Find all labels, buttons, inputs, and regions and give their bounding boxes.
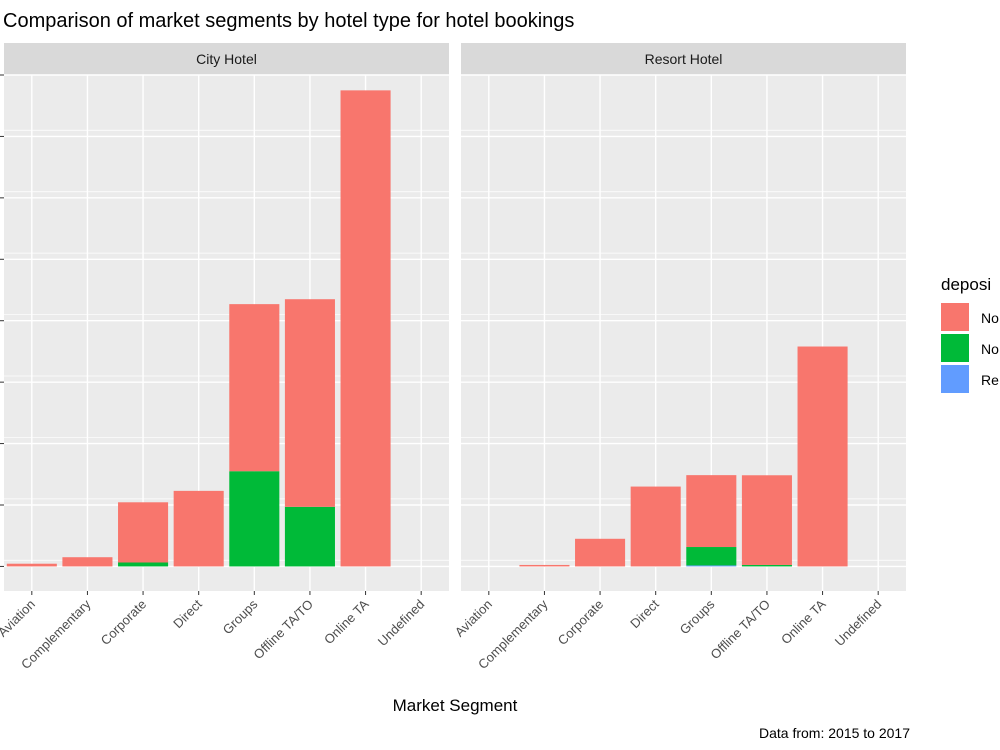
bar-segment [229,471,280,567]
chart-title: Comparison of market segments by hotel t… [3,10,574,32]
bar-segment [630,486,681,567]
facet-strip-label: Resort Hotel [645,51,723,67]
x-tick-label: Online TA [321,596,372,647]
legend-title: deposi [941,275,991,294]
bar-segment [284,506,335,567]
legend-label: No [981,341,999,357]
bar-segment [575,538,626,567]
legend-label: No [981,310,999,326]
facet-strip [461,43,906,75]
bar-segment [686,475,737,548]
x-tick-label: Offline TA/TO [250,597,316,663]
legend-label: Re [981,372,999,388]
bar-segment [686,547,737,566]
bar-segment [519,564,570,567]
bar-segment [118,562,169,567]
bar-segment [741,564,792,567]
x-tick-label: Aviation [0,597,38,640]
legend-key [941,365,969,393]
bar-segment [797,346,848,567]
bar-segment [118,502,169,563]
x-tick-label: Direct [627,596,662,631]
x-tick-label: Groups [220,596,261,637]
bar-segment [686,565,737,567]
x-tick-label: Corporate [555,597,606,648]
legend-key [941,303,969,331]
legend-key [941,334,969,362]
x-tick-label: Direct [170,596,205,631]
x-tick-label: Online TA [778,596,829,647]
caption: Data from: 2015 to 2017 [759,725,910,741]
x-tick-label: Groups [677,596,718,637]
bar-segment [340,90,391,567]
bar-segment [284,299,335,507]
bar-segment [173,490,224,567]
x-tick-label: Corporate [98,597,149,648]
facet-strip [4,43,449,75]
bar-segment [6,563,57,567]
legend: deposi No No Re [941,275,999,393]
x-tick-label: Aviation [452,597,495,640]
x-axis-title: Market Segment [393,696,518,715]
x-tick-label: Offline TA/TO [707,597,773,663]
bar-segment [229,304,280,472]
bar-segment [741,475,792,565]
x-tick-label: Undefined [832,597,885,650]
x-tick-label: Undefined [375,597,428,650]
facet-strip-label: City Hotel [196,51,257,67]
bar-segment [62,557,113,567]
